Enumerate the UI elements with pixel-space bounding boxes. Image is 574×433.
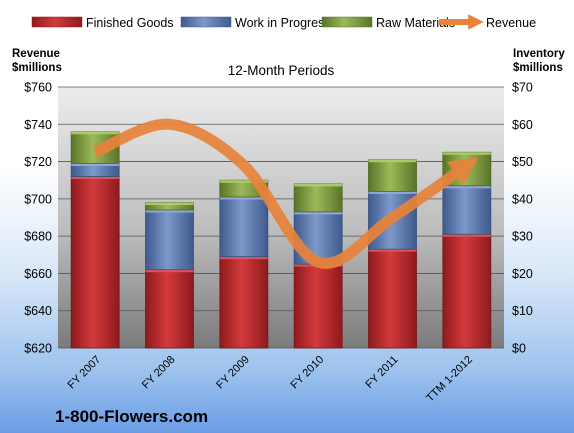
bar-raw-materials-fy-2011 [368,159,417,192]
legend: Finished Goods Work in Progress Raw Mate… [31,14,536,30]
legend-label-work-in-progress: Work in Progress [235,16,331,30]
bar-raw-materials-fy-2010 [293,183,343,213]
right-axis-title-line-1: Inventory [513,48,565,60]
left-tick-label: $660 [24,267,52,281]
category-label: FY 2008 [140,354,178,392]
category-label: FY 2007 [66,354,104,392]
bar-finished-goods-fy-2010 [293,263,343,349]
bar-finished-goods-fy-2007 [70,176,120,349]
right-axis-title: Inventory $millions [513,48,568,74]
bar-top-highlight [294,183,343,187]
left-tick-label: $620 [24,342,52,356]
bar-top-highlight [145,269,194,273]
bars [70,131,492,349]
left-tick-label: $740 [24,118,52,132]
left-tick-label: $640 [24,304,52,318]
revenue-line-path [92,118,479,269]
right-tick-label: $70 [512,81,533,95]
bar-top-highlight [71,163,120,166]
legend-swatch-raw-materials [321,16,373,28]
bar-top-highlight [145,202,194,206]
bar-work-in-progress-ttm-1-2012 [442,185,492,235]
right-axis-title-line-2: $millions [513,62,563,74]
left-tick-label: $680 [24,230,52,244]
bar-top-highlight [294,211,343,215]
right-axis-ticks: $0 $10 $20 $30 $40 $50 $60 $70 [512,81,533,356]
gridlines [58,86,504,349]
footer-brand: 1-800-Flowers.com [55,407,208,426]
bar-top-highlight [219,256,268,260]
left-axis-title: Revenue $millions [12,48,63,74]
left-tick-label: $720 [24,155,52,169]
bar-top-highlight [368,249,417,252]
legend-item-revenue: Revenue [439,14,536,30]
category-label: TTM 1-2012 [424,354,475,405]
bar-finished-goods-ttm-1-2012 [442,233,492,349]
left-axis-title-line-1: Revenue [12,48,60,60]
left-tick-label: $760 [24,81,52,95]
revenue-line [92,118,479,269]
category-label: FY 2011 [363,354,400,391]
legend-label-revenue: Revenue [486,16,536,30]
bar-top-highlight [145,210,194,213]
right-tick-label: $40 [512,192,533,206]
right-tick-label: $20 [512,267,533,281]
legend-swatch-finished-goods [31,16,83,28]
bar-top-highlight [219,180,268,183]
bar-top-highlight [442,185,491,189]
bar-finished-goods-fy-2009 [219,256,269,349]
bar-top-highlight [442,234,491,237]
left-tick-label: $700 [24,192,52,206]
legend-item-raw-materials: Raw Materials [321,16,455,30]
bar-top-highlight [71,176,120,179]
right-tick-label: $60 [512,118,533,132]
chart-subtitle: 12-Month Periods [228,63,335,78]
category-label: FY 2009 [214,354,252,392]
legend-label-finished-goods: Finished Goods [86,16,174,30]
legend-item-finished-goods: Finished Goods [31,16,174,30]
bar-finished-goods-fy-2008 [145,269,194,349]
bar-finished-goods-fy-2011 [368,248,417,349]
left-axis-ticks: $620 $640 $660 $680 $700 $720 $740 $760 [24,81,52,356]
bar-work-in-progress-fy-2008 [145,209,194,271]
right-tick-label: $50 [512,155,533,169]
legend-label-raw-materials: Raw Materials [376,16,455,30]
bar-work-in-progress-fy-2009 [219,196,269,258]
bar-top-highlight [368,159,417,163]
bar-top-highlight [442,152,491,155]
right-tick-label: $30 [512,230,533,244]
right-tick-label: $10 [512,304,533,318]
legend-item-work-in-progress: Work in Progress [180,16,331,30]
bar-top-highlight [219,196,268,200]
right-tick-label: $0 [512,342,526,356]
left-axis-title-line-2: $millions [12,62,62,74]
category-labels: FY 2007 FY 2008 FY 2009 FY 2010 FY 2011 TTM 1… [66,354,475,405]
bar-top-highlight [71,131,120,135]
category-label: FY 2010 [289,354,327,392]
bar-top-highlight [368,191,417,194]
legend-swatch-work-in-progress [180,16,232,28]
